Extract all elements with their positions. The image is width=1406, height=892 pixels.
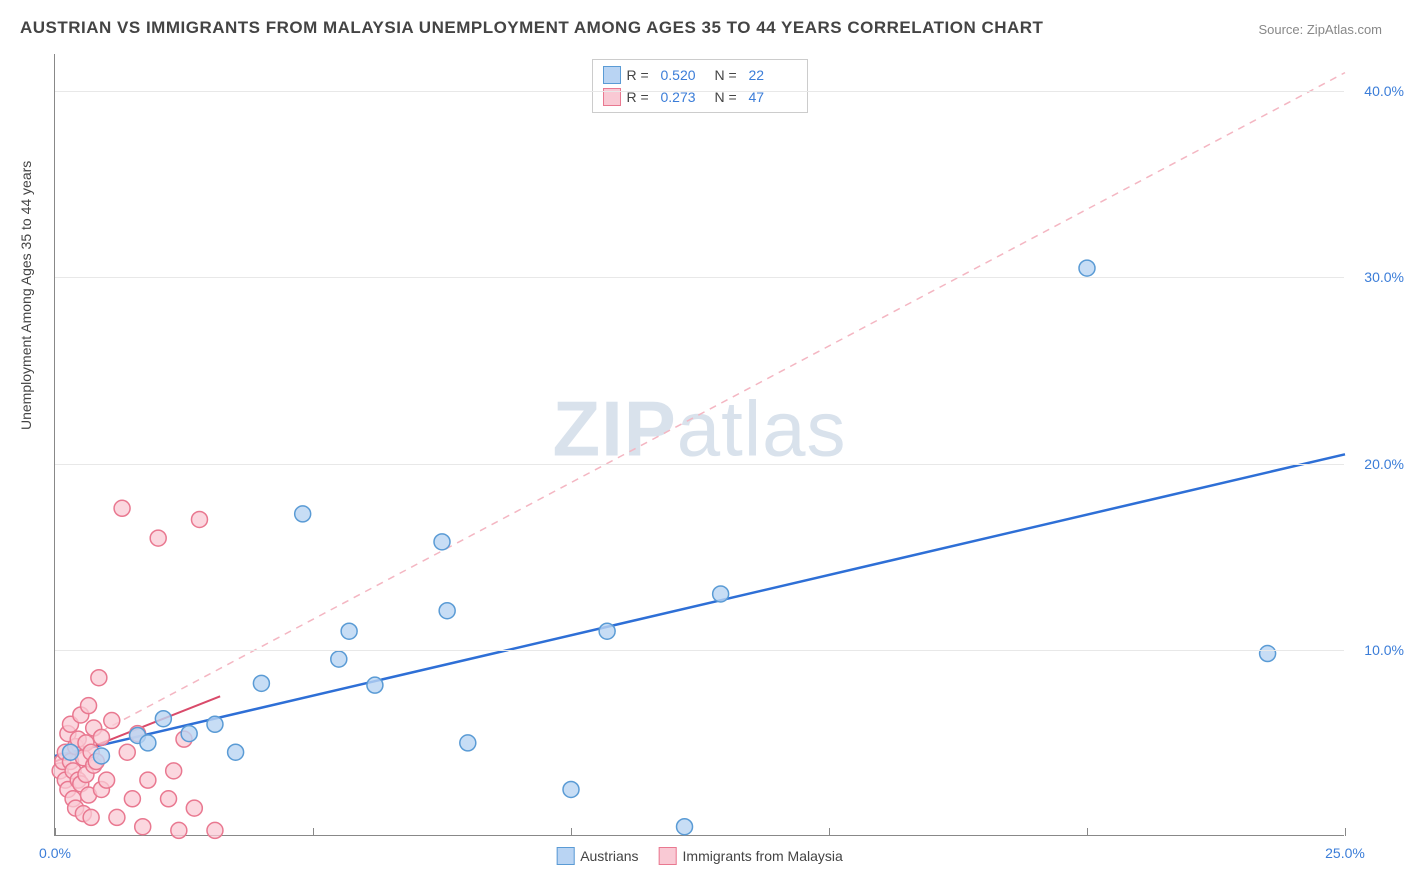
y-tick-label: 40.0% — [1364, 83, 1404, 99]
x-tick — [1345, 828, 1346, 836]
scatter-point-malaysia — [124, 791, 140, 807]
scatter-point-malaysia — [104, 713, 120, 729]
scatter-point-austrians — [140, 735, 156, 751]
trend-line-austrians — [55, 454, 1345, 756]
legend-series: Austrians Immigrants from Malaysia — [556, 847, 843, 865]
scatter-point-austrians — [62, 744, 78, 760]
scatter-point-malaysia — [119, 744, 135, 760]
y-axis-label: Unemployment Among Ages 35 to 44 years — [18, 161, 34, 430]
scatter-point-austrians — [155, 711, 171, 727]
scatter-point-austrians — [434, 534, 450, 550]
trend-line-dashed — [55, 73, 1345, 756]
scatter-point-austrians — [713, 586, 729, 602]
scatter-point-austrians — [228, 744, 244, 760]
scatter-point-malaysia — [171, 822, 187, 838]
x-tick — [571, 828, 572, 836]
x-tick — [55, 828, 56, 836]
x-tick — [1087, 828, 1088, 836]
scatter-point-malaysia — [135, 819, 151, 835]
scatter-point-austrians — [341, 623, 357, 639]
gridline — [55, 91, 1344, 92]
scatter-point-austrians — [207, 716, 223, 732]
scatter-point-malaysia — [191, 511, 207, 527]
scatter-point-malaysia — [109, 809, 125, 825]
scatter-point-malaysia — [93, 729, 109, 745]
source-label: Source: ZipAtlas.com — [1258, 22, 1382, 37]
y-tick-label: 10.0% — [1364, 642, 1404, 658]
x-tick — [313, 828, 314, 836]
scatter-point-malaysia — [140, 772, 156, 788]
scatter-point-malaysia — [114, 500, 130, 516]
scatter-point-malaysia — [207, 822, 223, 838]
scatter-point-austrians — [181, 726, 197, 742]
scatter-point-austrians — [1079, 260, 1095, 276]
x-tick-label: 0.0% — [39, 845, 71, 861]
gridline — [55, 650, 1344, 651]
legend-item: Austrians — [556, 847, 638, 865]
chart-svg — [55, 54, 1344, 835]
scatter-point-malaysia — [81, 698, 97, 714]
y-tick-label: 20.0% — [1364, 456, 1404, 472]
scatter-point-malaysia — [166, 763, 182, 779]
scatter-point-austrians — [563, 781, 579, 797]
gridline — [55, 464, 1344, 465]
scatter-point-austrians — [295, 506, 311, 522]
legend-item: Immigrants from Malaysia — [659, 847, 843, 865]
scatter-point-malaysia — [150, 530, 166, 546]
scatter-point-austrians — [439, 603, 455, 619]
scatter-point-malaysia — [161, 791, 177, 807]
scatter-point-austrians — [460, 735, 476, 751]
scatter-point-austrians — [1260, 646, 1276, 662]
scatter-point-malaysia — [186, 800, 202, 816]
x-tick — [829, 828, 830, 836]
scatter-point-malaysia — [91, 670, 107, 686]
scatter-point-austrians — [331, 651, 347, 667]
legend-swatch — [556, 847, 574, 865]
scatter-point-austrians — [599, 623, 615, 639]
legend-label: Austrians — [580, 848, 638, 864]
scatter-point-austrians — [367, 677, 383, 693]
plot-area: ZIPatlas R =0.520N =22R =0.273N =47 Aust… — [54, 54, 1344, 836]
scatter-point-austrians — [93, 748, 109, 764]
scatter-point-austrians — [677, 819, 693, 835]
scatter-point-austrians — [253, 675, 269, 691]
scatter-point-malaysia — [83, 809, 99, 825]
legend-label: Immigrants from Malaysia — [683, 848, 843, 864]
scatter-point-malaysia — [99, 772, 115, 788]
x-tick-label: 25.0% — [1325, 845, 1365, 861]
gridline — [55, 277, 1344, 278]
legend-swatch — [659, 847, 677, 865]
chart-title: AUSTRIAN VS IMMIGRANTS FROM MALAYSIA UNE… — [20, 18, 1043, 38]
y-tick-label: 30.0% — [1364, 269, 1404, 285]
